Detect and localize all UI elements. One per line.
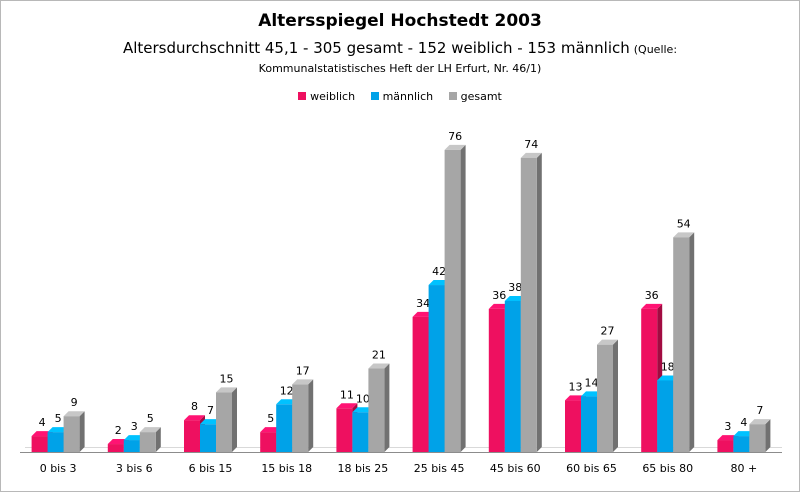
category-label-0: 0 bis 3 (40, 462, 77, 475)
bar-gesamt-7 (597, 339, 618, 452)
bar-gesamt-6 (520, 152, 542, 452)
bar-gesamt-4 (368, 363, 390, 452)
bar-gesamt-5 (444, 144, 466, 452)
chart-source: Kommunalstatistisches Heft der LH Erfurt… (258, 62, 542, 75)
bar-gesamt-9 (749, 419, 771, 452)
legend-swatch-maennlich (370, 92, 379, 100)
legend-label-weiblich: weiblich (310, 90, 356, 103)
category-label-8: 65 bis 80 (642, 462, 693, 475)
chart-subtitle-row: Altersdurchschnitt 45,1 - 305 gesamt - 1… (0, 38, 800, 57)
bar-label-gesamt-7: 27 (601, 325, 615, 338)
bar-label-männlich-1: 3 (131, 420, 138, 433)
bar-label-weiblich-4: 11 (340, 388, 354, 401)
category-label-2: 6 bis 15 (189, 462, 233, 475)
bar-label-gesamt-4: 21 (372, 349, 386, 362)
bar-label-männlich-6: 38 (508, 281, 522, 294)
category-label-5: 25 bis 45 (414, 462, 465, 475)
legend-swatch-gesamt (448, 92, 457, 100)
bar-label-gesamt-0: 9 (71, 396, 78, 409)
bar-label-männlich-5: 42 (432, 265, 446, 278)
bar-label-männlich-3: 12 (280, 384, 294, 397)
bar-label-männlich-0: 5 (55, 412, 62, 425)
bar-gesamt-2 (216, 387, 237, 452)
bar-label-männlich-7: 14 (585, 376, 599, 389)
chart-subtitle: Altersdurchschnitt 45,1 - 305 gesamt - 1… (122, 39, 630, 57)
bar-label-weiblich-1: 2 (115, 424, 122, 437)
bar-label-männlich-4: 10 (356, 392, 370, 405)
legend-item-maennlich: männlich (370, 90, 434, 103)
bar-label-gesamt-2: 15 (220, 372, 234, 385)
bar-label-gesamt-8: 54 (677, 217, 691, 230)
bar-label-gesamt-6: 74 (524, 138, 538, 151)
bar-label-gesamt-9: 7 (756, 404, 763, 417)
bar-label-weiblich-7: 13 (569, 380, 583, 393)
chart-source-open: (Quelle: (633, 43, 678, 56)
category-label-4: 18 bis 25 (338, 462, 389, 475)
category-label-6: 45 bis 60 (490, 462, 541, 475)
bar-gesamt-3 (292, 379, 314, 452)
bar-gesamt-0 (63, 411, 85, 452)
legend-label-gesamt: gesamt (460, 90, 502, 103)
category-label-9: 80 + (731, 462, 758, 475)
legend-swatch-weiblich (298, 92, 307, 100)
bar-label-weiblich-9: 3 (724, 420, 731, 433)
legend-item-gesamt: gesamt (448, 90, 502, 103)
category-label-7: 60 bis 65 (566, 462, 617, 475)
bar-label-gesamt-3: 17 (296, 364, 310, 377)
bar-label-weiblich-3: 5 (267, 412, 274, 425)
chart-legend: weiblich männlich gesamt (0, 90, 800, 103)
legend-item-weiblich: weiblich (298, 90, 355, 103)
bar-label-weiblich-0: 4 (39, 416, 46, 429)
bar-label-männlich-8: 18 (661, 360, 675, 373)
bar-label-weiblich-5: 34 (416, 297, 430, 310)
bar-gesamt-8 (673, 232, 695, 452)
bar-label-weiblich-8: 36 (645, 289, 659, 302)
bar-label-gesamt-5: 76 (448, 130, 462, 143)
category-label-1: 3 bis 6 (116, 462, 153, 475)
chart-title: Altersspiegel Hochstedt 2003 (258, 11, 542, 31)
bar-label-männlich-9: 4 (740, 416, 747, 429)
bar-label-männlich-2: 7 (207, 404, 214, 417)
bar-label-gesamt-1: 5 (147, 412, 154, 425)
bar-label-weiblich-2: 8 (191, 400, 198, 413)
bar-label-weiblich-6: 36 (492, 289, 506, 302)
category-label-3: 15 bis 18 (261, 462, 312, 475)
legend-label-maennlich: männlich (382, 90, 434, 103)
bar-gesamt-1 (139, 427, 161, 452)
